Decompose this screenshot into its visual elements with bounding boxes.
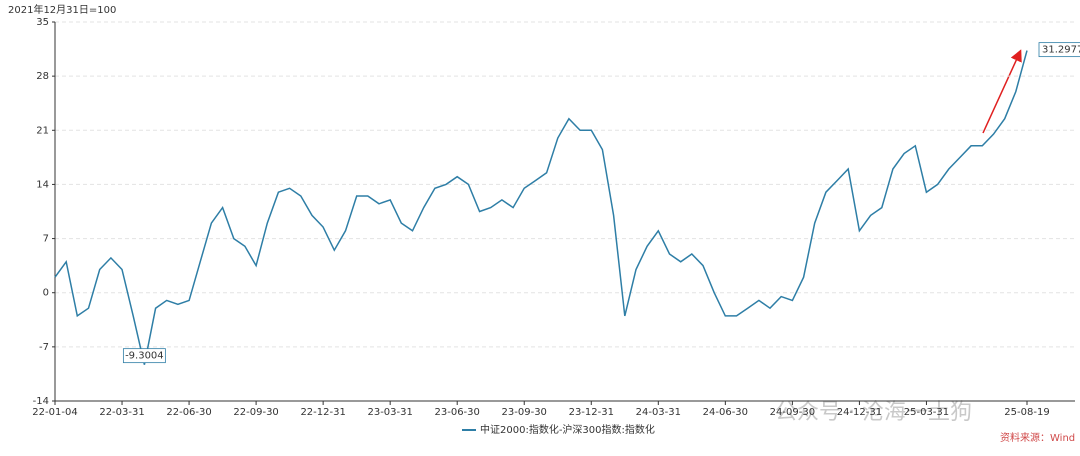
- x-tick-label: 24-09-30: [770, 407, 815, 418]
- source: 资料来源：Wind: [1000, 431, 1075, 444]
- watermark: 公众号 · 沧海一土狗: [775, 400, 972, 425]
- x-tick-label: 24-12-31: [837, 407, 882, 418]
- y-tick-label: 21: [36, 125, 49, 136]
- x-tick-label: 22-03-31: [99, 407, 144, 418]
- y-tick-label: -14: [33, 396, 49, 407]
- data-label: 31.2977: [1042, 45, 1080, 56]
- x-tick-label: 22-06-30: [166, 407, 211, 418]
- x-tick-label: 22-01-04: [32, 407, 77, 418]
- y-tick-label: 7: [43, 234, 49, 245]
- data-label: -9.3004: [125, 351, 164, 362]
- legend-label: 中证2000:指数化-沪深300指数:指数化: [480, 423, 655, 436]
- data-label-box: [122, 348, 166, 364]
- subtitle: 2021年12月31日=100: [8, 3, 116, 16]
- x-tick-label: 22-09-30: [233, 407, 278, 418]
- y-tick-label: 0: [43, 288, 49, 299]
- y-tick-label: 14: [36, 179, 49, 190]
- x-tick-label: 22-12-31: [300, 407, 345, 418]
- x-tick-label: 25-03-31: [904, 407, 949, 418]
- data-label-box: [1038, 42, 1080, 58]
- x-tick-label: 23-12-31: [569, 407, 614, 418]
- line: [54, 50, 1028, 365]
- arrow: [982, 49, 1022, 134]
- x-tick-label: 24-03-31: [636, 407, 681, 418]
- x-tick-label: 23-09-30: [502, 407, 547, 418]
- y-tick-label: 28: [36, 71, 49, 82]
- x-tick-label: 25-08-19: [1004, 407, 1049, 418]
- x-tick-label: 23-03-31: [367, 407, 412, 418]
- x-tick-label: 23-06-30: [435, 407, 480, 418]
- y-tick-label: -7: [39, 342, 49, 353]
- x-tick-label: 24-06-30: [703, 407, 748, 418]
- y-tick-label: 35: [36, 17, 49, 28]
